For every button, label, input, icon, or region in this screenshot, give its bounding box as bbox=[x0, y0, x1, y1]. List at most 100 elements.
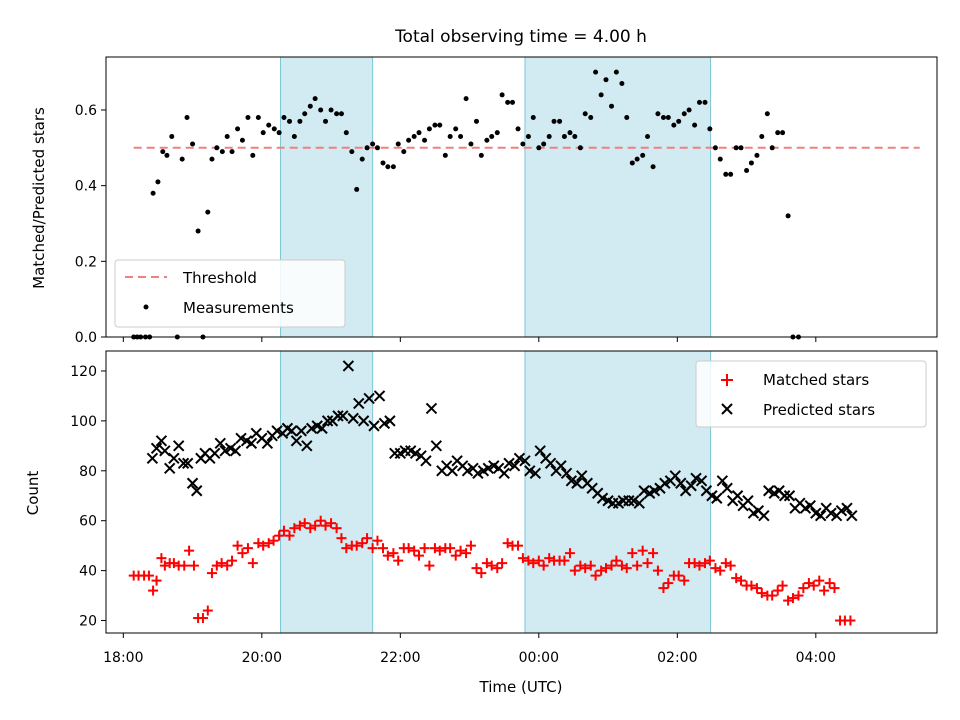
matched-point bbox=[382, 550, 393, 561]
matched-point bbox=[476, 568, 487, 579]
predicted-point bbox=[529, 467, 542, 479]
matched-point bbox=[362, 533, 373, 544]
matched-point bbox=[434, 545, 445, 556]
measurement-point bbox=[179, 156, 185, 162]
x-tick-label: 22:00 bbox=[380, 650, 420, 666]
predicted-point-b bbox=[224, 442, 237, 455]
measurement-point bbox=[686, 107, 692, 113]
predicted-point-b bbox=[752, 505, 765, 517]
measurement-point bbox=[624, 115, 630, 121]
measurement-point bbox=[276, 130, 282, 136]
bottom-legend: Matched stars Predicted stars bbox=[695, 360, 927, 428]
predicted-point-b bbox=[586, 482, 598, 494]
predicted-point-b bbox=[794, 497, 806, 509]
matched-point bbox=[777, 580, 788, 591]
matched-point bbox=[227, 555, 238, 566]
predicted-point bbox=[164, 462, 176, 474]
measurement-point bbox=[401, 149, 407, 155]
measurement-point bbox=[302, 111, 308, 117]
measurement-point bbox=[780, 130, 786, 136]
measurement-point bbox=[499, 92, 505, 98]
legend-predicted-label: Predicted stars bbox=[763, 401, 875, 419]
predicted-point-b bbox=[731, 490, 744, 502]
measurement-point bbox=[567, 130, 573, 136]
measurement-point bbox=[561, 133, 567, 139]
measurement-point bbox=[785, 213, 791, 219]
measurement-point bbox=[255, 115, 261, 121]
top-y-tick-label: 0.4 bbox=[75, 179, 97, 195]
matched-point bbox=[471, 563, 482, 574]
matched-point bbox=[351, 540, 362, 551]
predicted-point bbox=[316, 422, 328, 435]
predicted-point-b bbox=[182, 457, 194, 470]
predicted-point bbox=[778, 490, 791, 502]
measurement-point bbox=[291, 133, 297, 139]
measurement-point bbox=[582, 111, 588, 117]
measurement-point bbox=[525, 133, 531, 139]
predicted-point bbox=[245, 437, 258, 450]
predicted-point-b bbox=[669, 470, 681, 482]
measurement-point bbox=[395, 141, 401, 147]
predicted-point bbox=[716, 475, 729, 487]
predicted-point bbox=[186, 477, 199, 489]
x-tick-label: 18:00 bbox=[103, 650, 143, 666]
measurement-point bbox=[385, 164, 391, 170]
x-axis-label: Time (UTC) bbox=[479, 678, 563, 696]
predicted-point-b bbox=[633, 497, 645, 509]
measurement-point bbox=[754, 152, 760, 158]
measurement-point bbox=[281, 115, 287, 121]
measurement-point bbox=[494, 130, 500, 136]
predicted-point bbox=[209, 447, 221, 460]
measurement-point bbox=[572, 133, 578, 139]
predicted-point-b bbox=[295, 425, 307, 437]
bottom-axes-frame bbox=[105, 350, 938, 634]
predicted-point bbox=[150, 442, 163, 455]
chart-title: Total observing time = 4.00 h bbox=[394, 27, 647, 47]
predicted-point-b bbox=[240, 435, 253, 447]
predicted-point-b bbox=[441, 460, 453, 472]
predicted-point bbox=[321, 415, 334, 427]
matched-point bbox=[409, 545, 420, 556]
measurement-point bbox=[598, 92, 604, 98]
measurement-point bbox=[655, 111, 661, 117]
predicted-point bbox=[633, 497, 645, 509]
measurement-point bbox=[660, 115, 666, 121]
predicted-point bbox=[191, 485, 203, 497]
measurement-point bbox=[318, 107, 324, 113]
predicted-point-b bbox=[446, 465, 458, 477]
predicted-point-b bbox=[290, 435, 303, 447]
matched-point bbox=[715, 565, 726, 576]
matched-point bbox=[341, 543, 352, 554]
predicted-point-b bbox=[164, 462, 176, 474]
predicted-point-b bbox=[685, 480, 697, 492]
predicted-point-b bbox=[373, 390, 386, 402]
predicted-point-b bbox=[763, 485, 775, 497]
measurement-point bbox=[645, 133, 651, 139]
bottom-panel-count-plot: 20 40 60 80 100 120 18:00 20:00 22:00 00:00 02:00 0… bbox=[70, 350, 938, 666]
measurement-point bbox=[349, 149, 355, 155]
matched-point bbox=[197, 613, 208, 624]
predicted-point bbox=[261, 437, 274, 450]
predicted-point-b bbox=[529, 467, 542, 479]
matched-point bbox=[202, 605, 213, 616]
measurement-point bbox=[245, 115, 251, 121]
matched-point bbox=[663, 578, 674, 589]
matched-point bbox=[179, 560, 190, 571]
matched-point bbox=[569, 565, 580, 576]
matched-point bbox=[824, 578, 835, 589]
matched-point bbox=[533, 555, 544, 566]
predicted-point-b bbox=[602, 495, 614, 507]
matched-point bbox=[606, 560, 617, 571]
predicted-point-b bbox=[706, 490, 718, 502]
predicted-point bbox=[846, 510, 858, 522]
measurement-point bbox=[619, 80, 625, 86]
measurement-point bbox=[458, 133, 464, 139]
matched-point bbox=[156, 553, 167, 564]
bottom-y-tick-label: 40 bbox=[79, 564, 97, 580]
predicted-point bbox=[168, 452, 180, 465]
matched-point bbox=[637, 545, 648, 556]
predicted-point bbox=[576, 470, 588, 482]
measurement-point bbox=[190, 141, 196, 147]
matched-point bbox=[237, 548, 248, 559]
